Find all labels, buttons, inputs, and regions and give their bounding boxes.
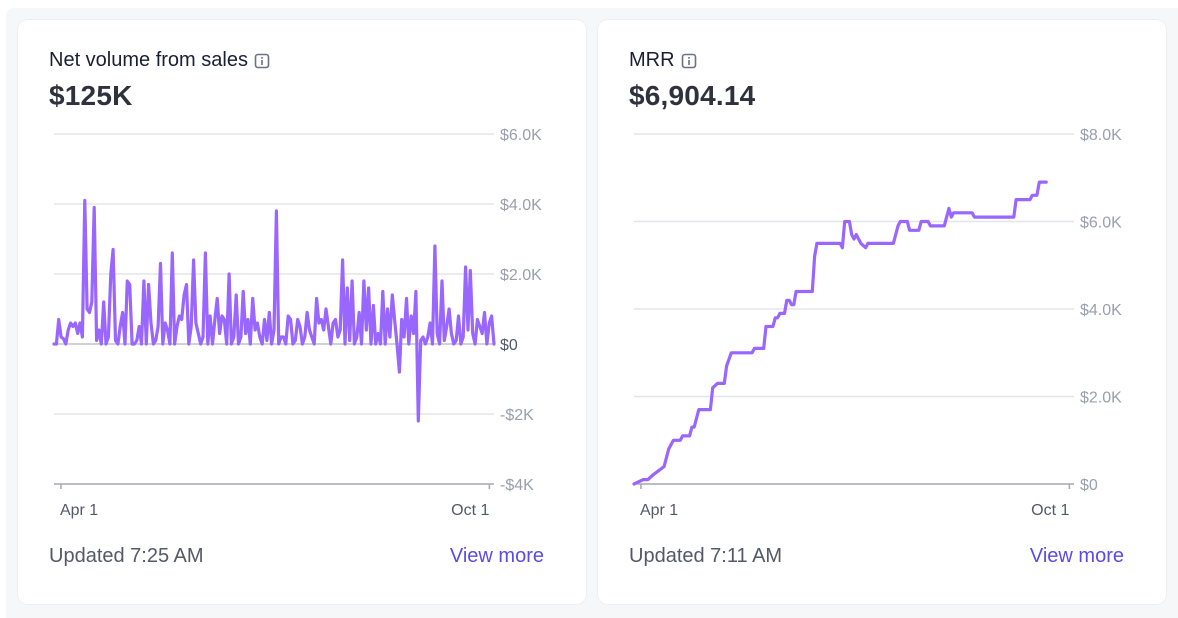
x-tick-label: Apr 1 [60, 502, 98, 519]
card-value: $125K [49, 80, 133, 111]
x-tick-label: Apr 1 [640, 502, 678, 519]
card-title: Net volume from sales [49, 49, 248, 71]
view-more-link[interactable]: View more [449, 545, 544, 567]
y-tick-label: $4.0K [1080, 302, 1122, 319]
y-tick-label: $2.0K [1080, 390, 1122, 407]
series-line[interactable] [632, 180, 1048, 486]
updated-timestamp: Updated 7:25 AM [49, 545, 204, 567]
mrr-card: MRR $6,904.14 $0 $2.0K $4.0K $6.0K $8.0K Apr … [598, 20, 1166, 604]
y-tick-label: $0 [1080, 477, 1098, 494]
updated-timestamp: Updated 7:11 AM [629, 545, 783, 567]
x-tick-label: Oct 1 [451, 502, 489, 519]
y-tick-label: $6.0K [500, 127, 542, 144]
x-tick-label: Oct 1 [1031, 502, 1069, 519]
card-value: $6,904.14 [629, 80, 756, 111]
net-volume-card: Net volume from sales $125K -$4K -$2K $0 $2… [18, 20, 586, 604]
y-tick-label: $0 [500, 337, 518, 354]
card-header: MRR [629, 49, 697, 72]
card-title: MRR [629, 49, 675, 71]
info-icon[interactable] [681, 53, 697, 69]
mrr-chart[interactable]: $0 $2.0K $4.0K $6.0K $8.0K Apr 1 Oct 1 [598, 20, 1166, 540]
y-tick-label: $2.0K [500, 267, 542, 284]
y-tick-label: -$4K [500, 477, 534, 494]
y-tick-label: $8.0K [1080, 127, 1122, 144]
y-tick-label: $4.0K [500, 197, 542, 214]
net-volume-chart[interactable]: -$4K -$2K $0 $2.0K $4.0K $6.0K Apr 1 Oct 1 [18, 20, 586, 540]
card-header: Net volume from sales [49, 49, 270, 72]
y-tick-label: -$2K [500, 407, 534, 424]
dashboard-panel: Net volume from sales $125K -$4K -$2K $0 $2… [6, 8, 1178, 618]
y-tick-label: $6.0K [1080, 215, 1122, 232]
view-more-link[interactable]: View more [1029, 545, 1124, 567]
info-icon[interactable] [254, 53, 270, 69]
series-line[interactable] [52, 198, 496, 423]
